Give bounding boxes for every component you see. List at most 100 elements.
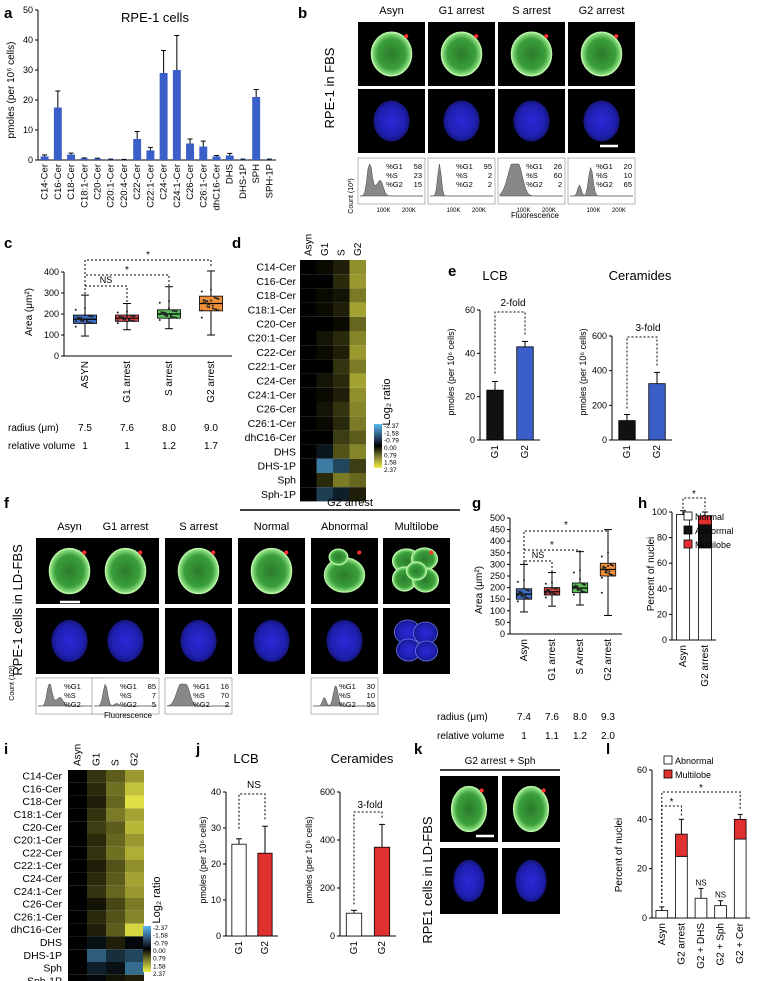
panel-g-radius-value: 9.3 <box>601 712 615 723</box>
panel-g-y-tick-label: 200 <box>490 583 505 593</box>
panel-e-lcb-ylabel: pmoles (per 10⁶ cells) <box>446 328 456 415</box>
panel-c-x-tick-label: G2 arrest <box>206 361 217 403</box>
panel-i-column-label: S <box>111 759 122 766</box>
panel-g-data-point <box>609 563 612 566</box>
panel-k-dapi-nucleus <box>453 859 485 903</box>
panel-b-nucleus <box>370 31 413 77</box>
panel-j-lcb-title: LCB <box>233 751 258 766</box>
panel-j-lcb-x-tick-label: G1 <box>234 941 245 955</box>
panel-a-bar <box>106 159 115 160</box>
panel-b-x-tick-label: 100K <box>586 208 600 214</box>
panel-b-facs-label: %S <box>386 171 398 180</box>
panel-h-bar-normal <box>698 547 713 641</box>
panel-f-dapi-nucleus <box>51 619 88 663</box>
panel-b-x-tick-label: 100K <box>446 208 460 214</box>
panel-e-lcb-fold: 2-fold <box>500 298 525 309</box>
panel-f-facs-value: 70 <box>221 691 229 700</box>
panel-h-x-tick-label: G2 arrest <box>700 645 711 687</box>
panel-g-data-point <box>546 589 549 592</box>
panel-d-cell <box>300 387 317 402</box>
panel-i-cell <box>125 936 144 950</box>
panel-j-cer-bar <box>373 846 391 937</box>
panel-g-data-point <box>574 586 577 589</box>
panel-b-centrosome-dot <box>614 34 619 39</box>
panel-c-data-point <box>168 300 170 303</box>
panel-i-cell <box>87 770 106 783</box>
panel-d-cbar-label: Log₂ ratio <box>381 378 393 425</box>
panel-i-row-label: C18:1-Cer <box>14 809 63 821</box>
panel-l-sig-label: * <box>699 783 703 794</box>
panel-b-facs-histogram <box>429 163 493 197</box>
panel-d-cell <box>333 402 350 417</box>
panel-k-nucleus <box>512 785 550 833</box>
panel-e-cer-bar <box>618 420 636 441</box>
panel-c-data-point <box>160 311 163 314</box>
panel-i-cell <box>106 859 125 873</box>
panel-g-data-point <box>580 590 583 593</box>
panel-d-cell <box>349 473 366 488</box>
panel-c-y-tick-label: 400 <box>44 267 59 277</box>
panel-g-volume-value: 1.2 <box>573 731 587 742</box>
panel-i-cell <box>125 910 144 924</box>
panel-f-facs-label: %G1 <box>193 682 210 691</box>
panel-i-colorbar-tick: -1.58 <box>153 933 168 940</box>
panel-g-data-point <box>600 555 603 558</box>
panel-e-lcb-bar <box>486 389 504 441</box>
panel-f-facs-label: %G1 <box>339 682 356 691</box>
panel-g-data-point <box>551 581 553 584</box>
panel-d-colorbar-tick: 1.58 <box>384 460 397 467</box>
panel-c-data-point <box>116 322 119 325</box>
panel-d-column-label: Asyn <box>303 234 314 256</box>
panel-g-data-point <box>516 594 519 597</box>
panel-g-data-point <box>524 596 527 599</box>
panel-c-table: 7.5 7.6 8.0 9.0 1 1 1.2 1.7 <box>78 423 218 452</box>
panel-c-data-point <box>126 315 128 318</box>
panel-d-column-label: S <box>336 249 347 256</box>
panel-i-row-label: C22-Cer <box>22 847 62 859</box>
panel-g-data-point <box>551 587 553 590</box>
panel-i-cell <box>106 910 125 924</box>
panel-d-cell <box>316 430 333 445</box>
panel-b-facs-label: %G1 <box>596 162 613 171</box>
panel-i-cell <box>125 923 144 937</box>
panel-a-x-tick-label: C16-Cer <box>53 164 64 200</box>
panel-c-chart: 0 100 200 300 400 ASYN G1 arrest S arrest G2 arr… <box>44 250 232 403</box>
panel-g-data-point <box>581 582 584 585</box>
panel-k-side-label: RPE1 cells in LD-FBS <box>420 816 435 943</box>
panel-d-cell <box>316 359 333 374</box>
panel-i-cell <box>106 782 125 796</box>
panel-j-lcb-chart: 0 10 20 30 40 G1 G2 <box>211 787 278 954</box>
panel-l-legend: Abnormal Multilobe <box>663 755 714 780</box>
panel-f-nucleus-bleb <box>328 548 349 566</box>
panel-i-cell <box>68 782 87 796</box>
panel-d-colorbar-tick: -0.79 <box>384 438 399 445</box>
panel-f-facs-label: %G1 <box>120 682 137 691</box>
panel-i-cell <box>68 923 87 937</box>
panel-d-cell <box>333 274 350 289</box>
panel-e-cer-x-tick-label: G1 <box>622 445 633 459</box>
panel-c-data-point <box>213 296 216 299</box>
panel-g-y-tick-label: 350 <box>490 548 505 558</box>
panel-f-facs-label: %G2 <box>120 700 137 709</box>
panel-b-x-tick-label: 200K <box>402 208 416 214</box>
panel-a-x-tick-label: C22:1-Cer <box>145 164 156 208</box>
panel-c-y-tick-label: 200 <box>44 309 59 319</box>
panel-c-data-point <box>164 313 167 316</box>
panel-c-data-point <box>168 307 170 310</box>
panel-d-cell <box>316 487 333 502</box>
panel-d-row-label: C24:1-Cer <box>248 389 297 401</box>
panel-d-colorbar-tick: 2.37 <box>384 467 397 474</box>
panel-letter-c: c <box>4 235 12 252</box>
panel-b-side-label: RPE-1 in FBS <box>322 47 337 128</box>
panel-g-radius-label: radius (μm) <box>437 712 488 723</box>
panel-d-cell <box>316 373 333 388</box>
panel-f-centrosome-dot <box>82 550 87 555</box>
panel-c-data-point <box>215 308 218 311</box>
panel-c-data-point <box>210 299 212 302</box>
panel-f-facs-value: 2 <box>225 700 229 709</box>
panel-j-lcb-y-tick-label: 20 <box>211 859 221 869</box>
panel-f-centrosome-dot <box>429 550 434 555</box>
panel-f-dapi-lobe <box>415 640 438 662</box>
panel-h-legend: Normal Abnormal Multilobe <box>683 511 734 550</box>
panel-i-column-label: G1 <box>92 752 103 766</box>
